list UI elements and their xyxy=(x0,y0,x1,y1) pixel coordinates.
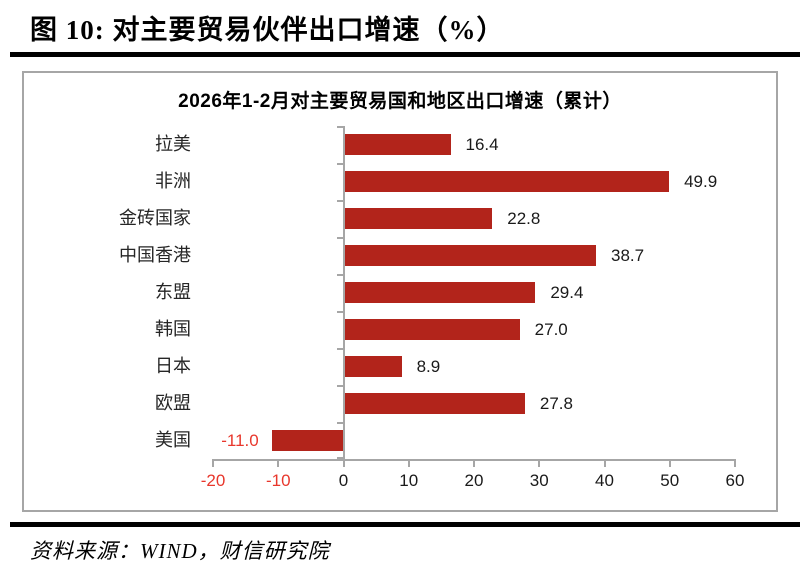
value-label: -11.0 xyxy=(221,431,259,450)
value-label: 38.7 xyxy=(611,246,645,265)
x-axis-tick xyxy=(668,459,671,467)
bar-row: 金砖国家 22.8 xyxy=(24,200,776,237)
bar-row: 美国 -11.0 xyxy=(24,422,776,459)
x-tick-label: -10 xyxy=(265,471,291,490)
category-label: 拉美 xyxy=(155,134,191,154)
bar xyxy=(343,356,402,377)
bar xyxy=(343,319,520,340)
x-tick-label: 50 xyxy=(660,471,680,490)
category-label: 金砖国家 xyxy=(119,208,191,228)
category-label: 东盟 xyxy=(155,282,191,302)
category-label: 日本 xyxy=(155,356,191,376)
bar xyxy=(343,208,493,229)
chart-title: 2026年1-2月对主要贸易国和地区出口增速（累计） xyxy=(178,91,622,112)
bar-row: 欧盟 27.8 xyxy=(24,385,776,422)
value-label: 22.8 xyxy=(507,209,541,228)
value-label: 27.8 xyxy=(539,394,573,413)
x-tick-label: 30 xyxy=(529,471,549,490)
value-label: 16.4 xyxy=(465,135,499,154)
bar-row: 中国香港 38.7 xyxy=(24,237,776,274)
plot-area: 拉美 16.4 非洲 49.9 金砖国家 22.8 中国香港 38.7 东盟 29.4 韩国 27.0… xyxy=(24,126,776,499)
category-axis-tick xyxy=(336,274,343,276)
x-axis-tick xyxy=(538,459,541,467)
chart-container: 2026年1-2月对主要贸易国和地区出口增速（累计） 拉美 16.4 非洲 49.9 金… xyxy=(22,71,778,512)
category-label: 韩国 xyxy=(155,319,191,339)
x-tick-label: 0 xyxy=(338,471,349,490)
category-axis-line xyxy=(342,126,345,459)
bar-row: 拉美 16.4 xyxy=(24,126,776,163)
x-axis-tick xyxy=(407,459,410,467)
x-axis-tick xyxy=(212,459,214,467)
category-label: 非洲 xyxy=(155,171,191,191)
bar-row: 日本 8.9 xyxy=(24,348,776,385)
category-axis-tick xyxy=(336,422,343,424)
x-tick-label: 20 xyxy=(464,471,484,490)
category-axis-tick xyxy=(336,163,343,165)
x-axis-tick xyxy=(277,459,280,467)
top-rule xyxy=(10,52,800,57)
bar xyxy=(343,393,525,414)
category-axis-tick xyxy=(336,457,343,459)
x-axis-tick xyxy=(603,459,606,467)
value-label: 8.9 xyxy=(416,357,441,376)
category-axis-tick xyxy=(336,385,343,387)
category-label: 中国香港 xyxy=(119,245,191,265)
x-tick-label: -20 xyxy=(200,471,226,490)
category-label: 欧盟 xyxy=(155,393,191,413)
bar xyxy=(343,282,536,303)
x-axis-tick xyxy=(473,459,475,467)
x-axis-tick xyxy=(342,459,345,467)
x-axis-tick xyxy=(734,459,736,467)
category-axis-tick xyxy=(336,200,343,202)
x-tick-label: 40 xyxy=(595,471,614,490)
category-axis-tick xyxy=(336,311,343,313)
category-axis-tick xyxy=(336,126,343,128)
x-tick-label: 60 xyxy=(725,471,745,490)
bottom-rule xyxy=(10,522,800,527)
bar xyxy=(271,430,344,451)
bar-row: 东盟 29.4 xyxy=(24,274,776,311)
category-axis-tick xyxy=(336,237,343,239)
bar-row: 非洲 49.9 xyxy=(24,163,776,200)
x-tick-label: 10 xyxy=(399,471,419,490)
category-label: 美国 xyxy=(155,430,191,450)
value-label: 29.4 xyxy=(550,283,584,302)
figure-title: 图 10: 对主要贸易伙伴出口增速（%） xyxy=(30,15,505,45)
bar xyxy=(343,134,451,155)
value-label: 27.0 xyxy=(534,320,568,339)
value-label: 49.9 xyxy=(684,172,718,191)
source-note: 资料来源：WIND，财信研究院 xyxy=(30,539,330,563)
category-axis-tick xyxy=(336,348,343,350)
bar xyxy=(343,171,670,192)
bar xyxy=(343,245,597,266)
bar-row: 韩国 27.0 xyxy=(24,311,776,348)
